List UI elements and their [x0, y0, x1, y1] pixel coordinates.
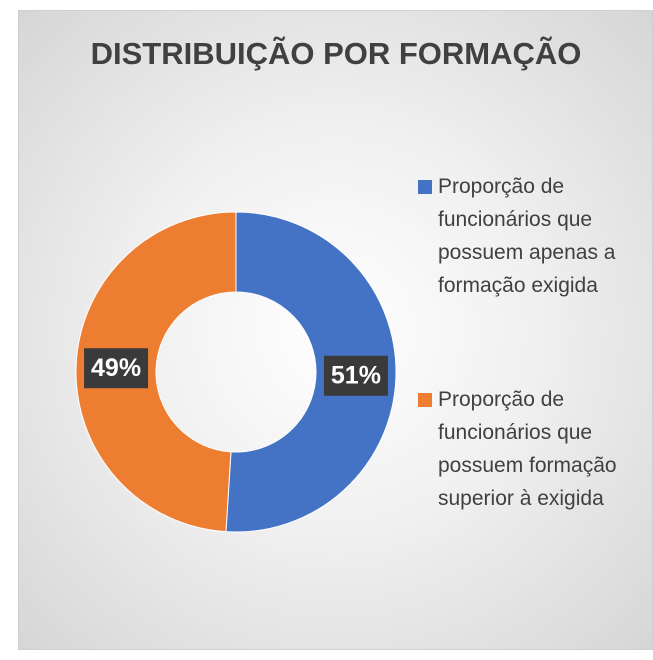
data-label-box	[84, 348, 149, 389]
legend-swatch	[418, 180, 432, 194]
legend-swatch	[418, 393, 432, 407]
legend-label: Proporção de funcionários que possuem fo…	[438, 388, 617, 510]
data-label-box	[323, 355, 388, 396]
donut-segment	[225, 211, 397, 533]
legend-item: Proporção de funcionários que possuem fo…	[418, 383, 638, 515]
data-label: 51%	[331, 361, 381, 389]
chart-title: DISTRIBUIÇÃO POR FORMAÇÃO	[91, 36, 582, 71]
legend-label: Proporção de funcionários que possuem ap…	[438, 175, 616, 297]
donut-segment	[75, 211, 237, 533]
legend-item: Proporção de funcionários que possuem ap…	[418, 170, 638, 302]
data-label: 49%	[91, 354, 141, 382]
